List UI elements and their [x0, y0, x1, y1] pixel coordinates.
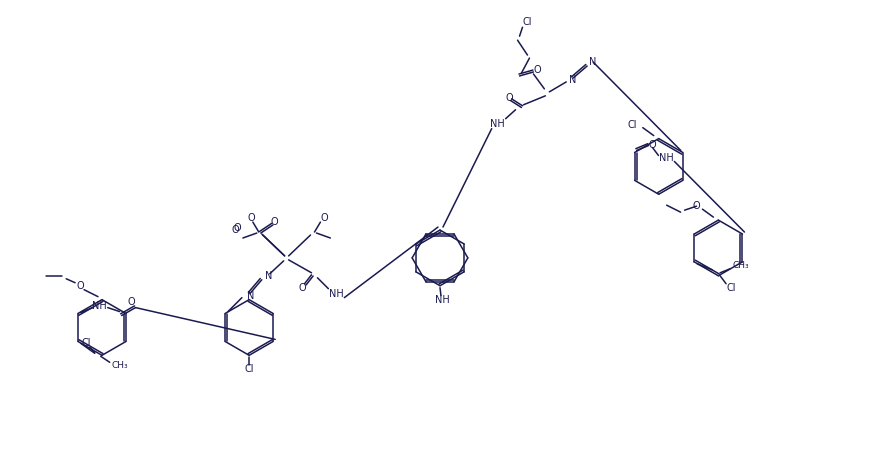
Text: CH₃: CH₃ [111, 361, 128, 370]
Text: N: N [589, 57, 596, 67]
Text: O: O [247, 213, 254, 223]
Text: O: O [506, 93, 513, 103]
Text: NH: NH [659, 153, 674, 163]
Text: O: O [271, 217, 279, 227]
Text: O: O [233, 223, 241, 233]
Text: O: O [299, 283, 306, 293]
Text: Cl: Cl [523, 17, 532, 27]
Text: NH: NH [329, 288, 344, 298]
Text: Cl: Cl [726, 283, 736, 293]
Text: O: O [232, 225, 239, 235]
Text: NH: NH [92, 301, 107, 311]
Text: O: O [649, 139, 656, 149]
Text: O: O [128, 297, 135, 307]
Text: Cl: Cl [627, 119, 637, 129]
Text: N: N [247, 291, 254, 301]
Text: NH: NH [490, 119, 505, 129]
Text: O: O [533, 65, 541, 75]
Text: N: N [569, 75, 576, 85]
Text: Cl: Cl [81, 338, 90, 348]
Text: O: O [693, 201, 701, 211]
Text: NH: NH [435, 295, 449, 305]
Text: O: O [321, 213, 328, 223]
Text: Cl: Cl [245, 364, 253, 374]
Text: O: O [76, 281, 84, 291]
Text: CH₃: CH₃ [732, 261, 749, 270]
Text: N: N [265, 271, 272, 281]
